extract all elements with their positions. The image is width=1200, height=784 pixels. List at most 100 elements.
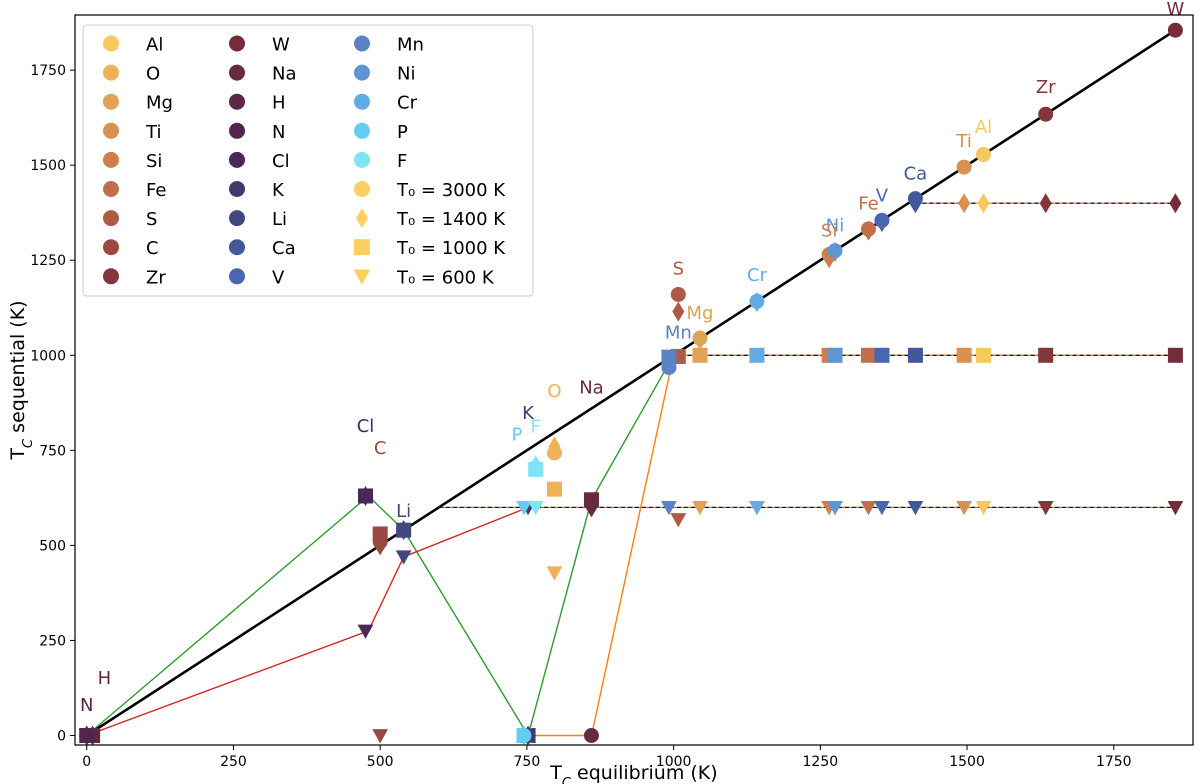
- legend-label-cl: Cl: [272, 151, 290, 172]
- point-w-t3000: [1167, 22, 1183, 38]
- point-label-al: Al: [975, 117, 992, 138]
- legend-marker-diamond: [356, 208, 368, 229]
- y-tick-label: 0: [57, 728, 66, 744]
- point-mg-t3000: [692, 330, 708, 346]
- point-c-t600: [372, 729, 389, 744]
- legend-marker-w: [229, 35, 245, 52]
- y-tick-label: 1000: [30, 348, 66, 364]
- series-line-red: [86, 506, 529, 737]
- point-label-ni: Ni: [826, 216, 844, 237]
- legend-label-f: F: [397, 151, 407, 172]
- point-label-h: H: [98, 668, 112, 689]
- point-f-t3000: [528, 459, 544, 475]
- y-tick-label: 1750: [30, 63, 66, 79]
- point-cr-t600: [749, 500, 765, 516]
- legend-marker-s: [103, 210, 119, 227]
- point-label-f: F: [531, 416, 541, 437]
- legend-marker-ni: [354, 64, 370, 81]
- point-s-t1400: [672, 301, 685, 322]
- legend-label-fe: Fe: [146, 180, 166, 201]
- legend-marker-ti: [103, 122, 119, 139]
- point-label-cr: Cr: [747, 265, 768, 286]
- legend-marker-triangle-down: [353, 269, 371, 285]
- point-label-v: V: [876, 185, 889, 206]
- point-p-t600: [516, 500, 532, 516]
- point-label-mn: Mn: [665, 323, 692, 344]
- point-s-t3000: [670, 286, 686, 302]
- point-ni-t600: [827, 500, 843, 516]
- point-label-ca: Ca: [904, 164, 928, 185]
- legend-label-zr: Zr: [146, 267, 166, 288]
- y-axis-label: TC sequential (K): [7, 300, 36, 460]
- point-al-t1400: [977, 193, 990, 214]
- point-label-zr: Zr: [1036, 77, 1056, 98]
- legend-marker-na: [229, 64, 245, 81]
- x-tick-label: 1500: [949, 754, 985, 770]
- point-mn-t600: [661, 500, 677, 516]
- legend-marker-c: [103, 239, 119, 256]
- legend-label-al: Al: [146, 35, 163, 56]
- legend-label-p: P: [397, 122, 408, 143]
- legend-label-mn: Mn: [397, 35, 424, 56]
- point-label-w: W: [1166, 0, 1184, 20]
- legend-marker-f: [354, 151, 370, 168]
- point-c-t3000: [372, 534, 388, 550]
- point-al-t3000: [975, 147, 991, 163]
- point-zr-t1000: [1038, 347, 1054, 363]
- point-label-si: Si: [821, 220, 837, 241]
- x-tick-label: 1000: [656, 754, 692, 770]
- point-cr-t1000: [749, 347, 765, 363]
- legend-marker-mn: [354, 35, 370, 52]
- legend-label-h: H: [272, 93, 286, 114]
- legend-marker-fe: [103, 181, 119, 197]
- legend-marker-zr: [103, 268, 119, 285]
- point-al-t1000: [975, 347, 991, 363]
- point-w-t1000: [1167, 347, 1183, 363]
- point-fe-t3000: [860, 221, 876, 237]
- point-mg-t1000: [692, 347, 708, 363]
- point-o-t600: [546, 566, 563, 581]
- legend-label-t0: T₀ = 600 K: [396, 267, 495, 288]
- point-label-p: P: [511, 424, 522, 445]
- legend-marker-p: [354, 122, 370, 139]
- legend-label-v: V: [272, 267, 285, 288]
- legend-marker-square: [354, 239, 370, 256]
- point-v-t600: [874, 500, 890, 516]
- point-ti-t1400: [958, 193, 971, 214]
- legend-label-c: C: [146, 238, 159, 259]
- y-tick-label: 1500: [30, 158, 66, 174]
- legend-marker-si: [103, 151, 119, 168]
- legend-label-na: Na: [272, 64, 297, 85]
- series-line-green: [86, 354, 675, 738]
- point-n-t3000: [79, 727, 95, 743]
- point-label-li: Li: [396, 501, 411, 522]
- legend-marker-k: [229, 181, 245, 197]
- point-mg-t600: [692, 500, 708, 516]
- legend-marker-mg: [103, 93, 119, 110]
- point-label-fe: Fe: [858, 194, 878, 215]
- legend-label-cr: Cr: [397, 93, 418, 114]
- point-label-n: N: [80, 695, 93, 716]
- point-fe-t600: [860, 500, 877, 516]
- legend-label-mg: Mg: [146, 93, 173, 114]
- point-ti-t600: [956, 500, 972, 516]
- point-w-t1400: [1169, 193, 1182, 214]
- axes: 0 250 500 750 1000 1250 1500 1750 0 250 500 750 1000…: [7, 14, 1194, 784]
- point-label-na: Na: [579, 377, 604, 398]
- x-axis-label: TC equilibrium (K): [549, 762, 717, 784]
- identity-line: [86, 29, 1177, 737]
- point-li-t600: [395, 550, 412, 565]
- point-fe-t1000: [860, 347, 876, 363]
- legend-label-o: O: [146, 64, 160, 85]
- x-tick-label: 1250: [803, 754, 839, 770]
- legend-marker-ca: [229, 239, 245, 256]
- point-o-t3000: [546, 445, 562, 461]
- point-ti-t3000: [956, 159, 972, 175]
- x-tick-label: 250: [220, 754, 247, 770]
- point-ca-t600: [907, 500, 924, 516]
- legend-label-ni: Ni: [397, 64, 415, 85]
- series-line-orange: [528, 355, 675, 737]
- legend-label-li: Li: [272, 209, 287, 230]
